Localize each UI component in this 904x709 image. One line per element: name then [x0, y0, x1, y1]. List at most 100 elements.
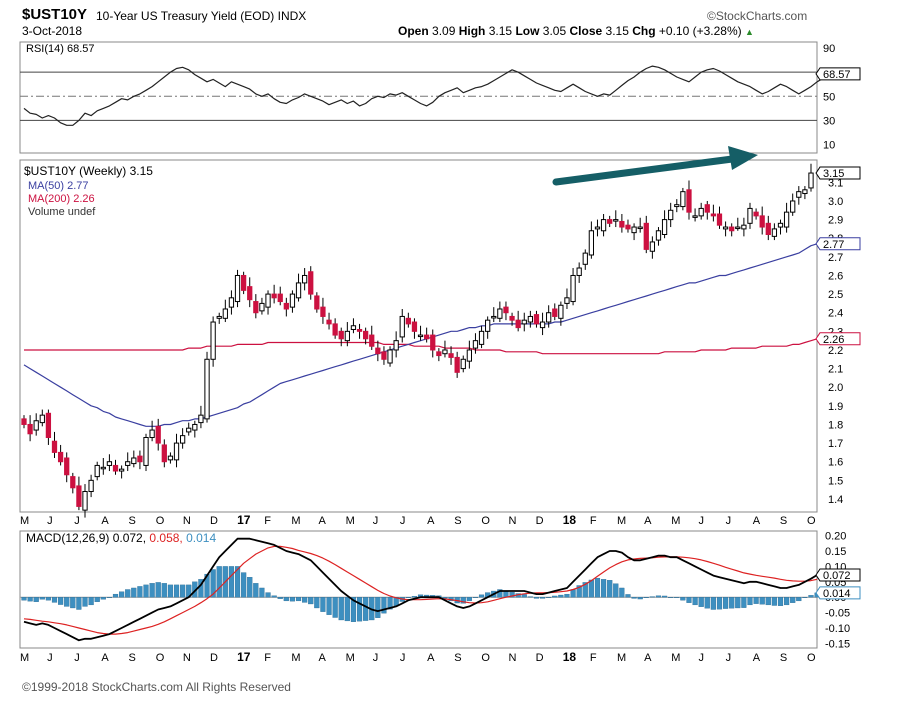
- macd-histogram-bar: [320, 597, 326, 612]
- macd-histogram-bar: [411, 596, 418, 598]
- macd-histogram-bar: [253, 583, 259, 598]
- candle-body: [247, 286, 253, 301]
- candle-body: [637, 226, 643, 230]
- ma50-legend: MA(50) 2.77: [28, 180, 89, 192]
- price-axis-tick: 2.9: [828, 215, 843, 227]
- candle-body: [539, 321, 546, 329]
- price-month-label: A: [427, 515, 435, 527]
- candle-body: [149, 429, 155, 439]
- macd-histogram-bar: [106, 597, 113, 598]
- macd-legend-signal: 0.058,: [149, 531, 186, 545]
- macd-hist-last-value-tag-text: 0.014: [823, 588, 851, 600]
- low-value: 3.05: [542, 24, 567, 38]
- macd-month-label: 18: [563, 650, 577, 664]
- candle-body: [88, 479, 94, 493]
- macd-axis-tick: 0.00: [825, 592, 846, 604]
- macd-histogram-bar: [381, 597, 387, 614]
- ma50-last-value-tag-text: 2.77: [823, 239, 844, 251]
- candle-body: [649, 241, 656, 252]
- candle-body: [271, 293, 277, 299]
- candle-body: [76, 485, 82, 507]
- macd-histogram-bar: [393, 597, 399, 606]
- macd-histogram-bar: [137, 586, 143, 598]
- macd-histogram-bar: [692, 597, 698, 606]
- candle-body: [320, 306, 326, 317]
- macd-legend-hist: 0.014: [186, 531, 216, 545]
- price-month-label: F: [264, 515, 271, 527]
- candle-body: [283, 302, 289, 310]
- candle-body: [661, 219, 668, 235]
- macd-histogram-bar: [747, 597, 753, 606]
- price-month-label: A: [753, 515, 761, 527]
- macd-histogram-bar: [289, 597, 296, 602]
- candle-body: [454, 356, 460, 373]
- macd-month-label: S: [129, 652, 136, 664]
- open-label: Open: [398, 24, 429, 38]
- macd-legend-main: MACD(12,26,9) 0.072,: [26, 531, 149, 545]
- macd-histogram-bar: [210, 569, 216, 598]
- macd-month-label: S: [780, 652, 787, 664]
- candle-body: [198, 414, 204, 424]
- macd-month-label: J: [373, 652, 379, 664]
- price-month-label: S: [454, 515, 461, 527]
- candle-body: [546, 312, 552, 323]
- macd-legend: MACD(12,26,9) 0.072, 0.058, 0.014: [26, 531, 216, 545]
- macd-histogram-bar: [509, 592, 515, 598]
- candle-body: [51, 440, 58, 453]
- macd-month-label: N: [508, 652, 516, 664]
- macd-histogram-bar: [259, 587, 265, 598]
- candle-body: [39, 414, 45, 424]
- price-axis-tick: 1.9: [828, 401, 843, 413]
- candle-body: [680, 191, 686, 208]
- macd-histogram-bar: [613, 583, 619, 598]
- macd-histogram-bar: [308, 597, 314, 605]
- macd-histogram-bar: [82, 597, 88, 607]
- candle-body: [527, 315, 533, 323]
- macd-histogram-bar: [271, 595, 277, 598]
- macd-histogram-bar: [417, 594, 424, 598]
- candle-body: [161, 444, 167, 463]
- price-axis-tick: 2.8: [828, 233, 843, 245]
- candle-body: [259, 302, 265, 312]
- macd-histogram-bar: [600, 579, 607, 598]
- macd-month-label: A: [427, 652, 435, 664]
- candle-body: [210, 321, 216, 360]
- rsi-axis-tick: 30: [823, 115, 835, 127]
- macd-histogram-bar: [247, 577, 253, 598]
- macd-histogram-bar: [222, 566, 228, 598]
- macd-histogram-bar: [228, 566, 235, 598]
- macd-last-value-tag: 0.072: [815, 568, 861, 582]
- price-month-label: J: [726, 515, 732, 527]
- candle-body: [509, 315, 515, 321]
- candle-body: [564, 297, 570, 304]
- macd-histogram-bar: [661, 595, 668, 598]
- price-month-label: A: [101, 515, 109, 527]
- macd-histogram-bar: [454, 597, 460, 604]
- candle-body: [106, 461, 113, 466]
- price-last-value-tag: 3.15: [815, 166, 861, 180]
- macd-histogram-bar: [722, 597, 729, 609]
- candle-body: [405, 317, 411, 325]
- macd-histogram-bar: [546, 597, 552, 598]
- rsi-line: [23, 65, 830, 126]
- candle-body: [387, 349, 393, 364]
- candle-body: [668, 209, 674, 221]
- macd-histogram-bar: [216, 566, 222, 598]
- macd-histogram-bar: [180, 584, 186, 598]
- price-month-label: A: [644, 515, 652, 527]
- price-month-label: N: [508, 515, 516, 527]
- candle-body: [332, 323, 338, 336]
- macd-histogram-bar: [674, 597, 680, 598]
- candle-body: [790, 200, 796, 213]
- macd-histogram-bar: [808, 595, 814, 598]
- price-month-label: J: [47, 515, 53, 527]
- candle-body: [234, 274, 241, 303]
- macd-month-label: M: [20, 652, 29, 664]
- macd-month-label: O: [481, 652, 490, 664]
- price-axis-tick: 2.1: [828, 364, 843, 376]
- price-legend-title: $UST10Y (Weekly) 3.15: [24, 164, 153, 178]
- macd-histogram-bar: [649, 596, 655, 598]
- price-month-label: M: [617, 515, 626, 527]
- macd-histogram-bar: [344, 597, 350, 622]
- candle-body: [45, 412, 52, 439]
